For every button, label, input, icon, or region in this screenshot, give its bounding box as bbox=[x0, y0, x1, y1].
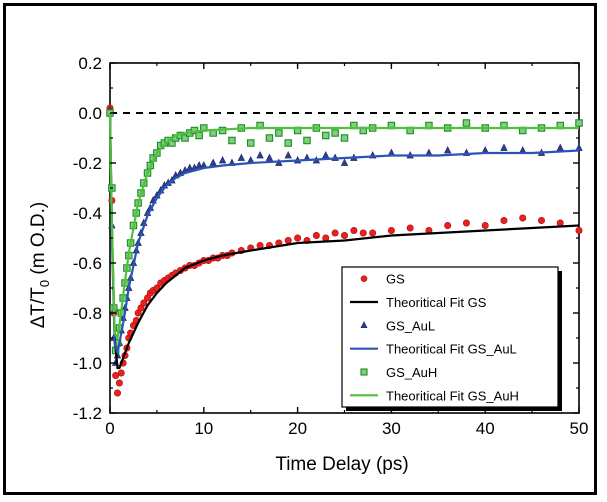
legend-label-gs: GS bbox=[386, 272, 405, 287]
y-tick-label: -0.8 bbox=[73, 304, 102, 323]
gs-point bbox=[117, 369, 125, 377]
legend-label-gs-aul: GS_AuL bbox=[386, 318, 435, 333]
gs-point bbox=[340, 232, 348, 240]
legend-swatch-gs-aul bbox=[360, 321, 368, 329]
y-axis-title-main: ΔT/T bbox=[28, 287, 49, 329]
gs-aul-point bbox=[322, 151, 330, 159]
x-axis-title: Time Delay (ps) bbox=[275, 454, 408, 475]
legend-label-gs-auh: GS_AuH bbox=[386, 365, 437, 380]
gs-auh-point bbox=[275, 129, 283, 137]
gs-aul-point bbox=[256, 151, 264, 159]
gs-aul-point bbox=[218, 156, 227, 164]
gs-point bbox=[294, 234, 302, 242]
legend-swatch-gs bbox=[360, 275, 368, 282]
series-theoritical-fit-gs bbox=[108, 112, 580, 370]
gs-point bbox=[444, 222, 452, 230]
gs-point bbox=[387, 227, 395, 235]
y-tick-label: 0.2 bbox=[78, 54, 102, 73]
y-tick-label: -1.2 bbox=[73, 404, 102, 423]
gs-point bbox=[481, 222, 489, 230]
legend-label-theoritical-fit-gs-auh: Theoritical Fit GS_AuH bbox=[386, 388, 519, 403]
gs-point bbox=[406, 224, 414, 232]
gs-point bbox=[140, 299, 148, 307]
gs-point bbox=[519, 214, 527, 222]
legend-swatch-gs-auh bbox=[360, 368, 368, 376]
gs-point bbox=[115, 379, 123, 387]
y-axis-title-tail: (m O.D.) bbox=[28, 202, 49, 280]
series-theoritical-fit-gs-aul bbox=[108, 112, 580, 354]
gs-point bbox=[369, 229, 377, 237]
x-tick-label: 30 bbox=[382, 419, 401, 438]
gs-auh-point bbox=[246, 139, 255, 147]
gs-aul-point bbox=[209, 158, 217, 166]
gs-point bbox=[500, 217, 508, 225]
gs-point bbox=[359, 229, 367, 237]
gs-point bbox=[556, 219, 564, 227]
gs-point bbox=[284, 237, 292, 245]
x-tick-label: 20 bbox=[288, 419, 307, 438]
gs-auh-point bbox=[181, 134, 189, 142]
gs-point bbox=[462, 219, 470, 227]
y-axis: 0.2 0.0 -0.2 -0.4 -0.6 -0.8 -1.0 -1.2 bbox=[73, 54, 579, 423]
gs-point bbox=[350, 227, 358, 235]
gs-point bbox=[312, 232, 320, 240]
gs-auh-point bbox=[321, 131, 330, 140]
theoritical-fit-gs-line bbox=[108, 112, 580, 370]
gs-aul-point bbox=[340, 158, 349, 166]
legend-label-theoritical-fit-gs-aul: Theoritical Fit GS_AuL bbox=[386, 342, 517, 357]
gs-aul-point bbox=[265, 153, 274, 161]
gs-aul-point bbox=[186, 163, 194, 171]
theoritical-fit-gs-aul-line bbox=[108, 112, 580, 354]
x-tick-label: 40 bbox=[476, 419, 495, 438]
y-tick-label: -0.4 bbox=[73, 204, 102, 223]
series-theoritical-fit-gs-auh bbox=[108, 112, 579, 342]
legend-label-theoritical-fit-gs: Theoritical Fit GS bbox=[386, 295, 487, 310]
x-tick-label: 0 bbox=[105, 419, 114, 438]
y-axis-title: ΔT/T0 (m O.D.) bbox=[28, 202, 52, 329]
gs-aul-point bbox=[237, 153, 246, 161]
gs-aul-point bbox=[284, 151, 292, 159]
gs-auh-point bbox=[228, 136, 236, 145]
gs-aul-point bbox=[443, 146, 452, 154]
gs-point bbox=[575, 227, 583, 235]
y-tick-label: -1.0 bbox=[73, 354, 102, 373]
gs-point bbox=[322, 234, 330, 242]
legend: GS Theoritical Fit GS GS_AuL Theoritical Fi… bbox=[341, 266, 562, 411]
theoritical-fit-gs-auh-line bbox=[108, 112, 579, 342]
gs-auh-point bbox=[340, 134, 349, 142]
gs-auh-point bbox=[331, 129, 339, 137]
gs-auh-point bbox=[575, 119, 583, 127]
legend-box bbox=[341, 266, 559, 408]
gs-aul-point bbox=[195, 161, 203, 169]
gs-auh-point bbox=[303, 136, 311, 145]
y-tick-label: -0.2 bbox=[73, 154, 102, 173]
gs-auh-point bbox=[284, 139, 292, 147]
x-tick-label: 10 bbox=[194, 419, 213, 438]
gs-auh-point bbox=[195, 131, 203, 140]
gs-aul-point bbox=[500, 143, 508, 151]
gs-auh-point bbox=[265, 134, 274, 142]
y-tick-label: 0.0 bbox=[78, 104, 102, 123]
gs-point bbox=[537, 217, 545, 225]
gs-aul-point bbox=[556, 143, 564, 151]
gs-auh-point bbox=[462, 119, 471, 127]
x-tick-label: 50 bbox=[570, 419, 589, 438]
y-tick-label: -0.6 bbox=[73, 254, 102, 273]
gs-point bbox=[114, 389, 122, 397]
gs-point bbox=[331, 229, 339, 237]
y-axis-title-subscript: 0 bbox=[37, 280, 52, 287]
